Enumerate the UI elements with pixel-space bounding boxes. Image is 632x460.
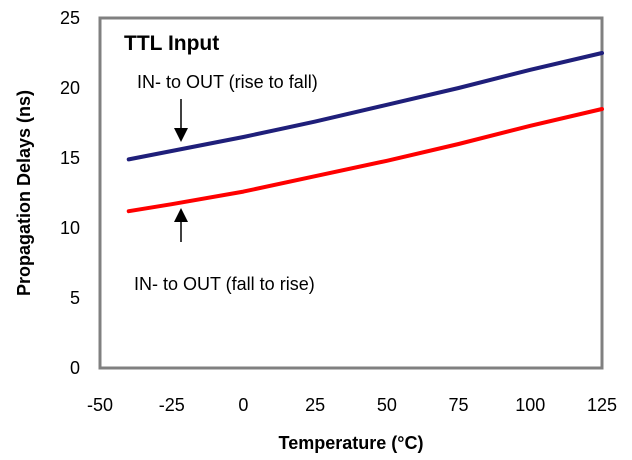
- y-tick-label: 0: [70, 358, 80, 378]
- y-axis-label: Propagation Delays (ns): [14, 90, 34, 296]
- panel-title: TTL Input: [124, 32, 219, 55]
- x-tick-label: 0: [238, 395, 248, 415]
- tick-labels: -50 -25 0 25 50 75 100 125 0 5 10 15 20 25: [60, 8, 617, 415]
- y-tick-label: 10: [60, 218, 80, 238]
- series-line-rise-to-fall: [126, 51, 604, 162]
- x-tick-label: -25: [159, 395, 185, 415]
- x-tick-label: 100: [515, 395, 545, 415]
- x-tick-label: 50: [377, 395, 397, 415]
- series-lines: [126, 51, 604, 214]
- annotation-rise-to-fall: IN- to OUT (rise to fall): [137, 72, 318, 92]
- arrow-down-icon: [174, 99, 188, 142]
- arrow-up-icon: [174, 208, 188, 242]
- series-line-fall-to-rise: [126, 107, 604, 214]
- y-tick-label: 25: [60, 8, 80, 28]
- x-tick-label: 125: [587, 395, 617, 415]
- x-tick-label: -50: [87, 395, 113, 415]
- y-tick-label: 20: [60, 78, 80, 98]
- annotation-fall-to-rise: IN- to OUT (fall to rise): [134, 274, 315, 294]
- x-axis-label: Temperature (°C): [279, 433, 424, 453]
- y-tick-label: 15: [60, 148, 80, 168]
- x-tick-label: 25: [305, 395, 325, 415]
- x-tick-label: 75: [449, 395, 469, 415]
- plot-frame: [98, 16, 604, 370]
- y-tick-label: 5: [70, 288, 80, 308]
